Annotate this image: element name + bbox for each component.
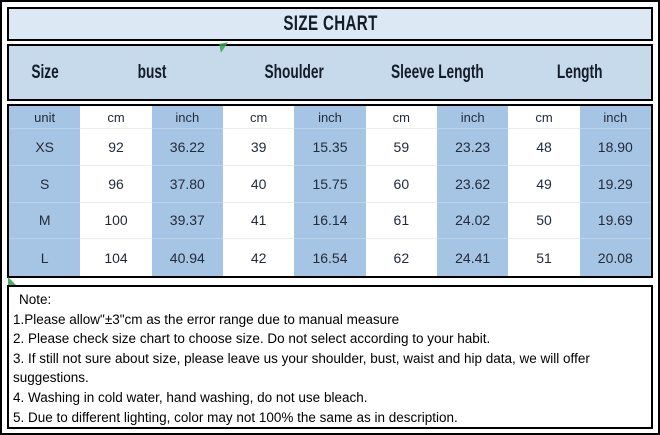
unit-cell: cm xyxy=(223,106,295,129)
notes-heading: Note: xyxy=(19,292,52,307)
table-cell: 100 xyxy=(80,203,152,240)
unit-cell: inch xyxy=(151,106,223,129)
table-cell: 96 xyxy=(80,166,152,203)
header-length: Length xyxy=(556,61,603,83)
header-shoulder: Shoulder xyxy=(264,61,324,83)
table-cell: 62 xyxy=(393,249,410,266)
unit-cell: inch xyxy=(579,106,651,129)
table-cell: 104 xyxy=(104,249,128,266)
table-cell: 23.62 xyxy=(437,165,509,203)
note-line-2: 2. Please check size chart to choose siz… xyxy=(13,331,491,347)
corner-marker-icon xyxy=(8,277,16,285)
table-cell: 40 xyxy=(223,166,295,203)
size-label-cell: S xyxy=(9,165,81,203)
unit-cell: cm xyxy=(508,106,580,129)
size-label-cell: L xyxy=(9,239,81,276)
note-line-1: 1.Please allow"±3"cm as the error range … xyxy=(13,311,400,327)
note-line-5: 5. Due to different lighting, color may … xyxy=(13,409,458,425)
table-cell: 23.23 xyxy=(437,129,509,166)
table-cell: 60 xyxy=(365,166,437,203)
title-bar: SIZE CHART xyxy=(7,7,653,41)
header-sleeve-length: Sleeve Length xyxy=(390,61,484,83)
unit-cell: inch xyxy=(294,106,366,129)
table-cell: 49 xyxy=(508,166,580,203)
table-cell: 41 xyxy=(223,203,295,240)
table-cell: 40.94 xyxy=(151,239,223,276)
table-cell: 15.35 xyxy=(294,129,366,166)
table-cell: 19.69 xyxy=(579,202,651,240)
table-cell: 36.22 xyxy=(151,129,223,166)
column-group-header-row: Size bust Shoulder Sleeve Length Length xyxy=(7,44,653,101)
table-cell: 16.14 xyxy=(294,202,366,240)
size-label-cell: M xyxy=(9,202,81,240)
table-cell: 39.37 xyxy=(151,202,223,240)
table-cell: 59 xyxy=(365,129,437,166)
size-table: unit cm inch cm inch cm inch cm inch XS … xyxy=(7,104,653,278)
table-cell: 42 xyxy=(250,249,267,266)
table-cell: 18.90 xyxy=(579,129,651,166)
note-line-3: 3. If still not sure about size, please … xyxy=(13,350,590,386)
table-cell: 24.41 xyxy=(437,239,509,276)
table-cell: 20.08 xyxy=(579,239,651,276)
unit-header-cell: unit xyxy=(9,106,81,129)
notes-section: Note: 1.Please allow"±3"cm as the error … xyxy=(7,285,653,429)
table-cell: 50 xyxy=(508,203,580,240)
table-cell: 15.75 xyxy=(294,165,366,203)
table-cell: 51 xyxy=(536,249,552,266)
table-cell: 19.29 xyxy=(579,165,651,203)
unit-cell: cm xyxy=(365,106,437,129)
header-bust: bust xyxy=(137,61,167,83)
header-size: Size xyxy=(30,61,59,83)
table-cell: 37.80 xyxy=(151,165,223,203)
note-line-4: 4. Washing in cold water, hand washing, … xyxy=(13,389,368,405)
table-cell: 48 xyxy=(508,129,580,166)
table-cell: 16.54 xyxy=(294,239,366,276)
table-cell: 61 xyxy=(365,203,437,240)
table-cell: 92 xyxy=(80,129,152,166)
table-cell: 39 xyxy=(223,129,295,166)
unit-cell: inch xyxy=(437,106,509,129)
unit-cell: cm xyxy=(80,106,152,129)
cursor-arrow-icon xyxy=(219,42,230,53)
table-cell: 24.02 xyxy=(437,202,509,240)
page-title: SIZE CHART xyxy=(282,12,378,35)
size-label-cell: XS xyxy=(9,129,81,166)
